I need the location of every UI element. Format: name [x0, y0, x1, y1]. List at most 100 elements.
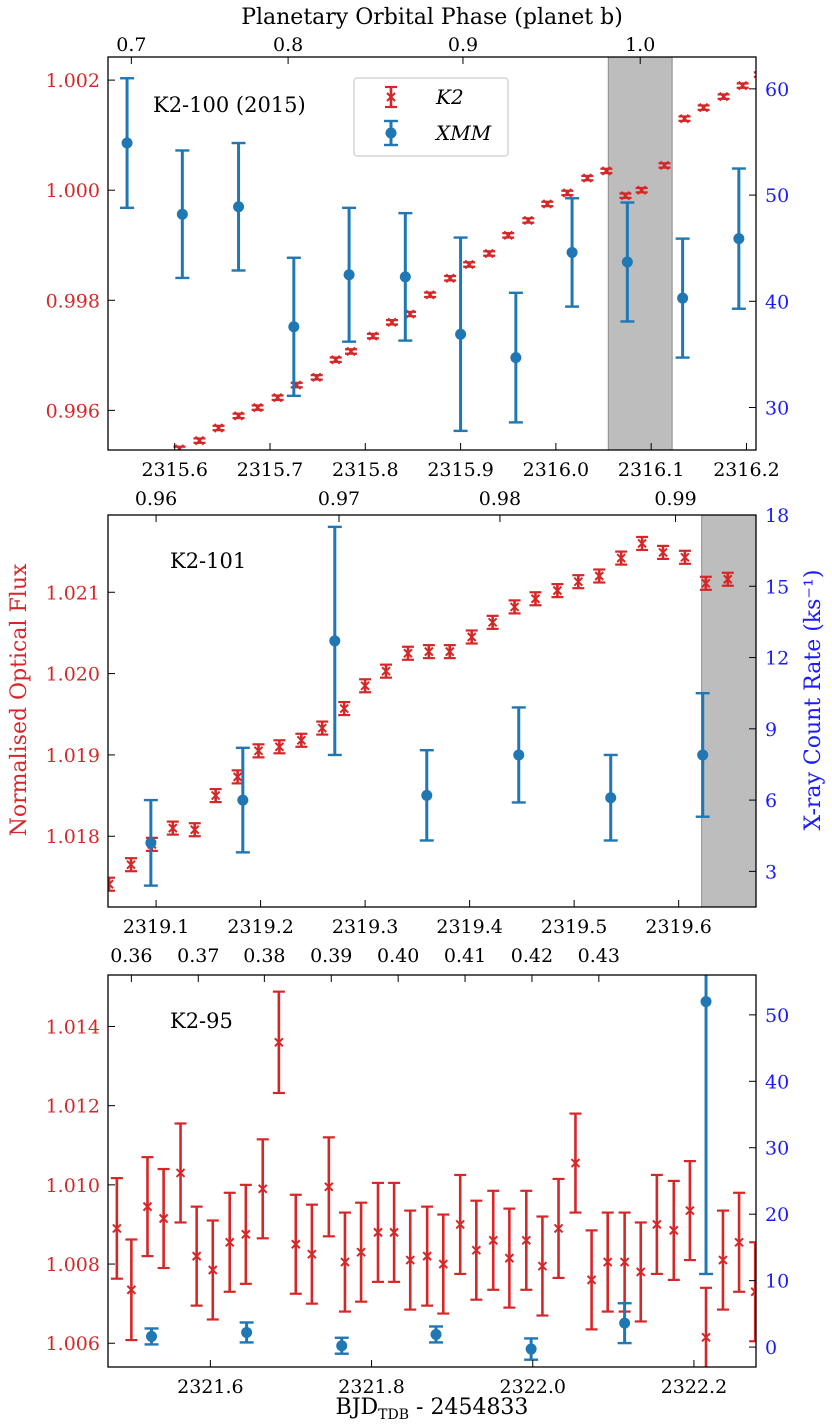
- x-tick-label: 2316.0: [523, 459, 589, 481]
- optical-marker: [616, 553, 626, 563]
- optical-point: [593, 568, 606, 584]
- xray-point: [524, 1337, 539, 1361]
- x-tick-label: 2316.2: [713, 459, 779, 481]
- optical-marker: [405, 309, 415, 319]
- y-right-tick-label: 30: [765, 398, 789, 420]
- xray-point: [453, 236, 468, 433]
- y-right-tick-label: 12: [765, 648, 789, 670]
- y-left-tick-label: 0.998: [46, 290, 100, 312]
- optical-marker: [521, 1235, 532, 1246]
- optical-marker: [487, 617, 498, 628]
- optical-point: [463, 259, 476, 270]
- optical-marker: [296, 735, 307, 745]
- optical-point: [232, 411, 245, 421]
- optical-point: [561, 188, 574, 198]
- xray-marker: [525, 1343, 537, 1355]
- x-tick-label: 2315.8: [332, 459, 398, 481]
- optical-point: [206, 1219, 219, 1321]
- xray-point: [144, 1327, 159, 1346]
- y-left-tick-label: 1.020: [46, 664, 100, 686]
- optical-marker: [619, 1257, 630, 1267]
- y-right-tick-label: 18: [765, 505, 789, 527]
- optical-point: [437, 1213, 450, 1315]
- optical-marker: [737, 80, 748, 91]
- optical-marker: [669, 1225, 679, 1236]
- optical-point: [601, 1211, 614, 1313]
- y-left-tick-label: 1.012: [46, 1096, 100, 1118]
- optical-point: [717, 91, 730, 102]
- optical-marker: [537, 1261, 548, 1271]
- optical-point: [700, 1286, 713, 1367]
- optical-marker: [467, 632, 477, 642]
- xray-point: [231, 141, 246, 272]
- xray-marker: [677, 292, 689, 304]
- optical-point: [366, 331, 379, 341]
- optical-point: [272, 990, 285, 1095]
- optical-marker: [553, 1223, 564, 1234]
- xray-point: [565, 197, 580, 308]
- y-left-tick-label: 1.014: [46, 1016, 100, 1038]
- phase-tick-label: 0.43: [578, 945, 620, 967]
- optical-point: [355, 1201, 368, 1303]
- optical-marker: [488, 1235, 498, 1246]
- optical-point: [404, 1209, 417, 1311]
- optical-marker: [562, 188, 573, 198]
- optical-point: [619, 190, 632, 201]
- optical-marker: [311, 372, 322, 383]
- optical-point: [239, 1183, 252, 1285]
- xray-marker: [697, 749, 709, 761]
- optical-marker: [360, 681, 370, 691]
- y-left-tick-label: 1.008: [46, 1254, 100, 1276]
- optical-point: [173, 444, 186, 450]
- optical-marker: [685, 1205, 695, 1216]
- optical-marker: [723, 574, 733, 584]
- panel-label: K2-101: [170, 549, 246, 573]
- optical-point: [271, 393, 284, 403]
- phase-tick-label: 0.99: [654, 488, 696, 510]
- xray-point: [731, 167, 746, 310]
- y-axis-label-right: X-ray Count Rate (ks⁻¹): [801, 570, 826, 831]
- optical-marker: [252, 402, 263, 413]
- optical-point: [305, 1203, 318, 1305]
- optical-point: [635, 185, 648, 195]
- optical-marker: [586, 1275, 597, 1285]
- optical-marker: [658, 547, 668, 558]
- legend-k2-label: K2: [435, 85, 464, 109]
- xray-marker: [605, 792, 617, 804]
- optical-point: [359, 678, 372, 694]
- phase-tick-label: 0.36: [110, 945, 152, 967]
- plot-area: [108, 525, 734, 892]
- xray-point: [419, 749, 434, 842]
- optical-point: [536, 1215, 549, 1317]
- y-right-tick-label: 9: [765, 719, 777, 741]
- optical-marker: [405, 1255, 415, 1265]
- optical-marker: [272, 393, 283, 403]
- optical-marker: [387, 317, 397, 328]
- optical-point: [110, 1177, 123, 1280]
- optical-point: [125, 1238, 138, 1342]
- xray-point: [286, 256, 301, 398]
- optical-point: [223, 1191, 236, 1293]
- plot-area: [110, 975, 756, 1367]
- optical-point: [322, 1136, 335, 1238]
- xray-marker: [288, 321, 300, 333]
- optical-point: [569, 1112, 582, 1214]
- optical-marker: [233, 411, 244, 421]
- x-tick-label: 2315.9: [427, 459, 493, 481]
- xray-point: [235, 746, 250, 854]
- x-axis-label-offset: - 2454833: [409, 1395, 528, 1420]
- optical-marker: [701, 578, 711, 589]
- optical-point: [289, 1193, 302, 1295]
- optical-marker: [108, 879, 114, 887]
- y-left-tick-label: 0.996: [46, 400, 100, 422]
- optical-marker: [191, 1251, 202, 1261]
- y-axis-label-left: Normalised Optical Flux: [7, 563, 32, 836]
- optical-point: [338, 700, 351, 717]
- optical-point: [470, 1199, 483, 1301]
- optical-point: [108, 876, 116, 892]
- optical-marker: [175, 1168, 186, 1178]
- xray-marker: [421, 789, 433, 801]
- x-tick-label: 2322.2: [661, 1376, 727, 1398]
- xray-marker: [513, 749, 525, 761]
